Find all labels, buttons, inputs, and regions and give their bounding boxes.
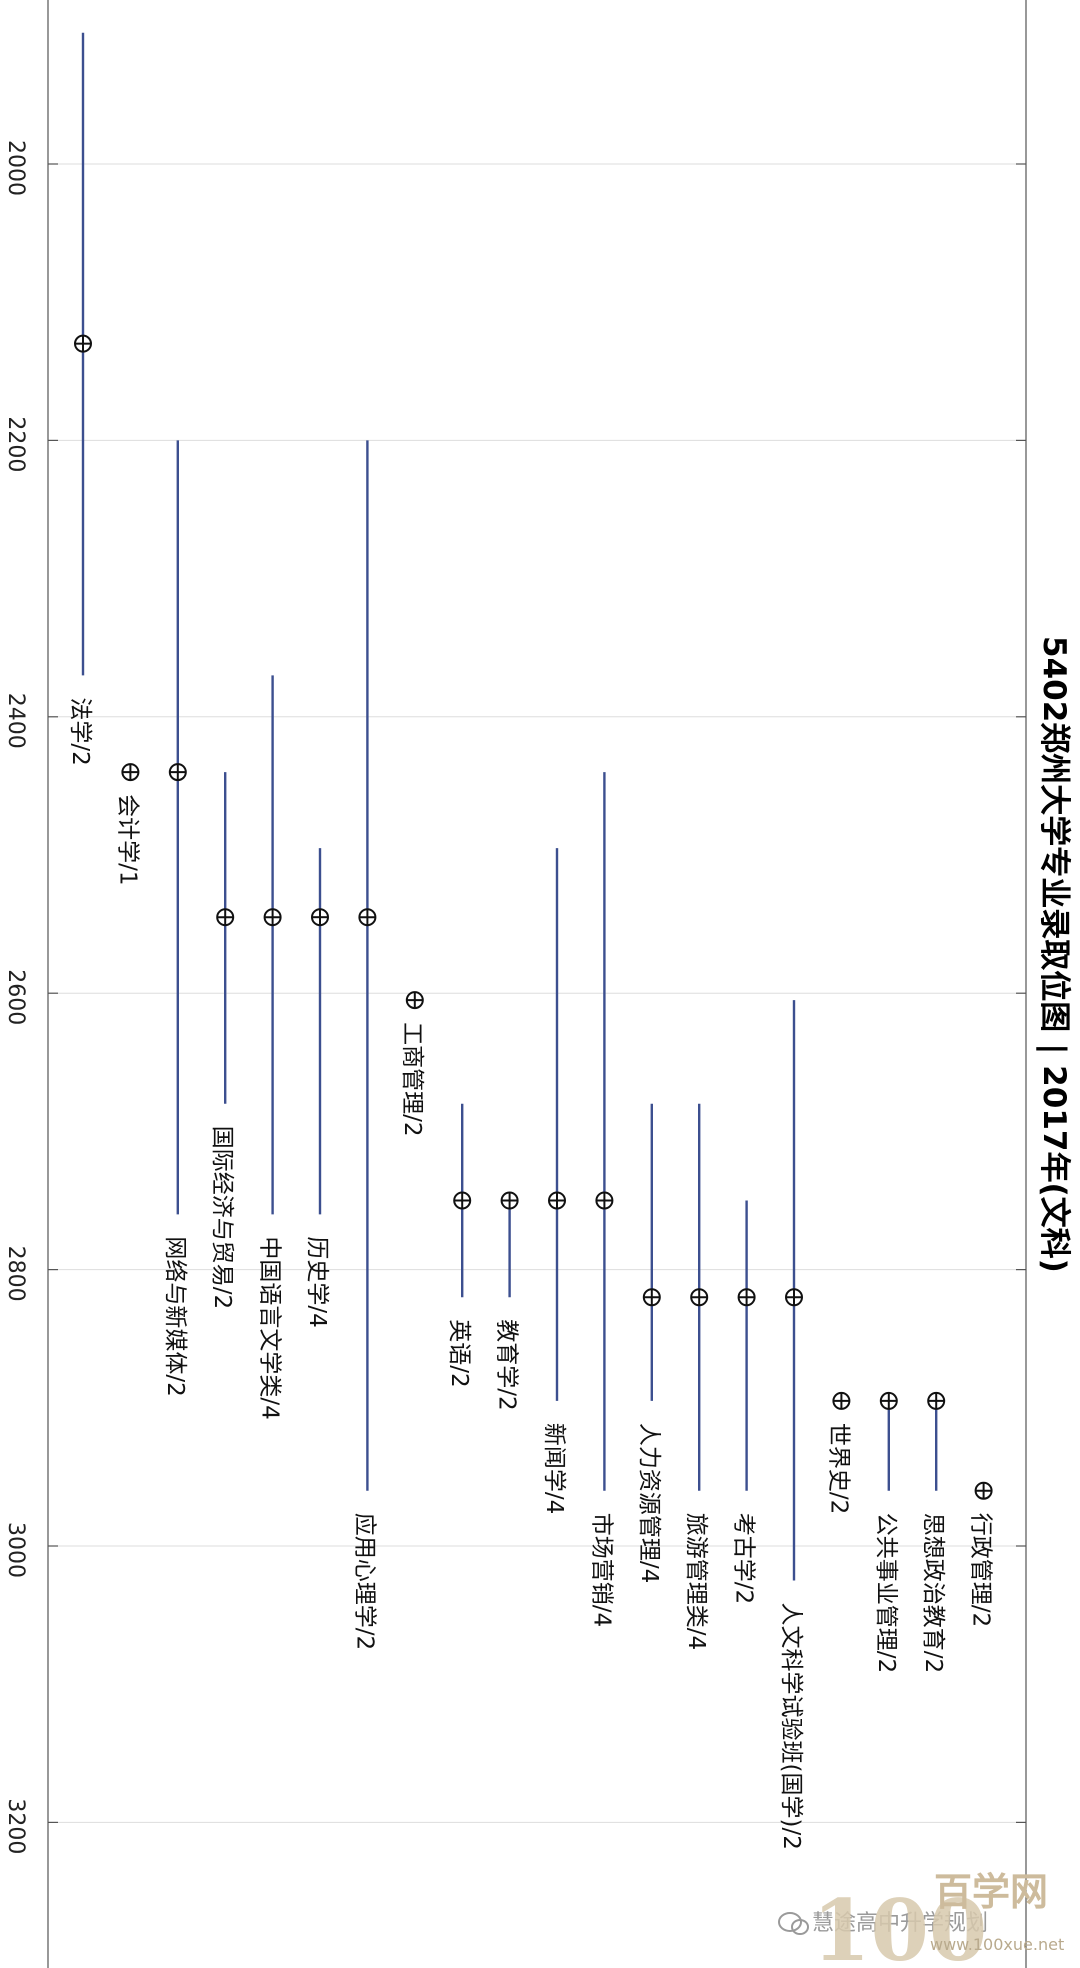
point-marker [453, 1191, 472, 1210]
point-marker [500, 1191, 519, 1210]
category-label: 公共事业管理/2 [873, 1513, 899, 1673]
point-marker [642, 1288, 661, 1307]
point-marker [216, 908, 235, 927]
point-marker [74, 334, 92, 353]
category-label: 人力资源管理/4 [636, 1423, 662, 1583]
point-marker [879, 1391, 898, 1410]
tick-label: 2200 [3, 416, 28, 472]
category-labels: 法学/2 会计学/1 网络与新媒体/2 国际经济与贸易/2 中国语言文学类/4 历史学/4… [67, 697, 994, 1850]
point-marker [690, 1288, 709, 1307]
point-marker [358, 908, 377, 927]
point-marker [121, 763, 140, 782]
point-marker [168, 763, 187, 782]
category-label: 新闻学/4 [541, 1423, 567, 1514]
point-marker [785, 1288, 803, 1307]
point-marker [974, 1481, 993, 1500]
point-marker [548, 1191, 566, 1210]
category-label: 人文科学试验班(国学)/2 [778, 1603, 804, 1850]
category-label: 教育学/2 [494, 1319, 520, 1410]
category-label: 历史学/4 [304, 1236, 330, 1327]
point-marker [832, 1391, 851, 1410]
point-markers [74, 334, 993, 1500]
point-marker [311, 908, 329, 927]
tick-label: 3200 [3, 1798, 28, 1854]
watermark-brand: 百学网 [934, 1869, 1048, 1914]
category-label: 市场营销/4 [588, 1513, 614, 1627]
category-label: 旅游管理类/4 [683, 1513, 709, 1650]
tick-label: 2600 [3, 969, 28, 1025]
point-marker [595, 1191, 614, 1210]
category-label: 国际经济与贸易/2 [209, 1126, 235, 1309]
wechat-icon [778, 1912, 809, 1935]
category-label: 会计学/1 [114, 794, 140, 885]
point-marker [263, 908, 282, 927]
watermark-url: www.100xue.net [930, 1935, 1064, 1954]
category-label: 中国语言文学类/4 [257, 1236, 283, 1419]
axes [47, 0, 1027, 1968]
tick-label: 2400 [3, 693, 28, 749]
category-label: 工商管理/2 [399, 1022, 425, 1136]
gridlines [48, 163, 1026, 1823]
category-label: 法学/2 [67, 697, 93, 765]
point-marker [737, 1288, 756, 1307]
watermark: 慧途高中升学规划 100 百学网 www.100xue.net [778, 1869, 1064, 1968]
tick-label: 2800 [3, 1246, 28, 1302]
category-label: 网络与新媒体/2 [162, 1236, 188, 1396]
watermark-wechat-name: 慧途高中升学规划 [812, 1911, 988, 1936]
point-marker [927, 1391, 946, 1410]
tick-label: 2000 [3, 140, 28, 196]
category-label: 思想政治教育/2 [920, 1513, 946, 1673]
category-label: 考古学/2 [731, 1513, 757, 1604]
tick-label: 3000 [3, 1522, 28, 1578]
chart-title: 5402郑州大学专业录取位图 | 2017年(文科) [1036, 636, 1072, 1273]
category-label: 英语/2 [446, 1319, 472, 1387]
category-label: 世界史/2 [825, 1423, 851, 1514]
watermark-logo-number: 100 [812, 1881, 987, 1968]
category-label: 行政管理/2 [968, 1513, 994, 1627]
tick-labels: 2000 2200 2400 2600 2800 3000 3200 [3, 140, 28, 1854]
point-marker [405, 991, 424, 1010]
category-label: 应用心理学/2 [351, 1513, 377, 1650]
